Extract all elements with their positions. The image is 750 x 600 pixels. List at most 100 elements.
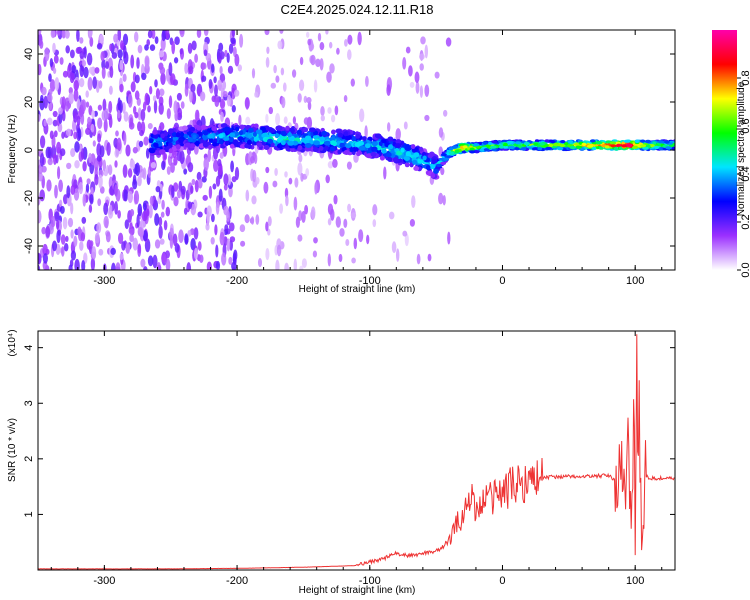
spectrogram-noise-cell — [330, 114, 336, 123]
spectrogram-noise-cell — [191, 40, 197, 51]
spectrogram-ridge-cell — [256, 142, 263, 148]
spectrogram-noise-cell — [402, 57, 407, 70]
spectrogram-noise-cell — [219, 66, 223, 75]
spectrogram-ridge-cell — [180, 131, 185, 137]
spectrogram-noise-cell — [359, 108, 365, 123]
spectrogram-noise-cell — [178, 229, 184, 244]
spectrogram-noise-cell — [434, 71, 440, 79]
spectrogram-noise-cell — [53, 130, 58, 138]
x-tick-label: -200 — [226, 575, 248, 587]
spectrogram-noise-cell — [81, 59, 87, 67]
spectrogram-ridge-cell — [229, 143, 235, 149]
spectrogram-noise-cell — [147, 30, 153, 39]
spectrogram-noise-cell — [208, 185, 213, 199]
spectrogram-ridge-cell — [502, 145, 509, 149]
spectrogram-noise-cell — [295, 216, 301, 228]
spectrogram-ridge-cell — [361, 136, 367, 142]
spectrogram-ridge-cell — [351, 136, 357, 142]
spectrogram-noise-cell — [442, 194, 446, 206]
colorbar-tick-label: 0.4 — [740, 166, 750, 181]
spectrogram-ridge-cell — [575, 145, 583, 149]
spectrogram-ridge-cell — [533, 142, 539, 146]
spectrogram-ridge-cell — [202, 130, 209, 136]
spectrogram-ridge-cell — [343, 131, 349, 137]
spectrogram-noise-cell — [159, 184, 163, 192]
spectrogram-noise-cell — [166, 108, 171, 120]
spectrogram-noise-cell — [41, 86, 47, 96]
spectrogram-noise-cell — [231, 176, 237, 183]
spectrogram-noise-cell — [149, 44, 156, 52]
spectrogram-noise-cell — [80, 148, 85, 160]
spectrogram-ridge-cell — [337, 149, 342, 155]
spectrogram-noise-cell — [76, 30, 80, 43]
spectrogram-ridge-cell — [483, 148, 490, 152]
spectrogram-noise-cell — [228, 43, 234, 54]
snr-x-label: Height of straight line (km) — [299, 585, 416, 596]
spectrogram-noise-cell — [267, 216, 272, 227]
spectrogram-noise-cell — [188, 65, 194, 75]
spectrogram-ridge-cell — [345, 135, 352, 141]
spectrogram-noise-cell — [298, 79, 305, 92]
spectrogram-noise-cell — [420, 36, 426, 45]
spectrogram-ridge-cell — [507, 145, 515, 150]
spectrogram-ridge-cell — [663, 140, 670, 144]
spectrogram-noise-cell — [358, 229, 364, 243]
spectrogram-noise-cell — [98, 248, 104, 256]
spectrogram-noise-cell — [97, 133, 102, 143]
x-tick-label: -300 — [93, 275, 115, 287]
spectrogram-ridge-cell — [296, 129, 302, 135]
spectrogram-ridge-cell — [544, 139, 550, 143]
x-tick-label: -100 — [359, 275, 381, 287]
spectrogram-noise-cell — [132, 179, 138, 190]
spectrogram-noise-cell — [230, 160, 235, 173]
spectrogram-noise-cell — [165, 206, 171, 217]
spectrogram-noise-cell — [159, 66, 166, 75]
colorbar: 0.0 0.2 0.4 0.6 0.8 Normalized spectral ampl… — [712, 30, 750, 278]
y-tick-label: 20 — [23, 96, 35, 108]
spectrogram-ridge-cell — [539, 142, 545, 146]
spectrogram-ridge-cell — [358, 145, 366, 151]
spectrogram-noise-cell — [145, 148, 150, 159]
spectrogram-noise-cell — [327, 107, 332, 114]
spectrogram-ridge-cell — [319, 136, 325, 142]
spectrogram-noise-cell — [252, 169, 257, 183]
spectrogram-noise-cell — [158, 102, 164, 115]
spectrogram-noise-cell — [424, 114, 430, 122]
spectrogram-noise-cell — [144, 92, 149, 106]
spectrogram-noise-cell — [395, 248, 400, 262]
spectrogram-noise-cell — [350, 212, 357, 219]
spectrogram-noise-cell — [154, 79, 158, 88]
spectrogram-ridge-cell — [634, 139, 640, 143]
spectrogram-noise-cell — [215, 244, 219, 258]
spectrogram-ridge-cell — [387, 144, 394, 150]
spectrogram-noise-cell — [184, 233, 189, 245]
x-tick-label: 0 — [499, 275, 505, 287]
spectrogram-ridge-cell — [534, 139, 540, 143]
spectrogram-noise-cell — [214, 97, 220, 108]
spectrogram-noise-cell — [198, 178, 203, 189]
spectrogram-ridge-cell — [175, 144, 181, 150]
spectrogram-noise-cell — [39, 40, 44, 49]
spectrogram-noise-cell — [129, 117, 134, 128]
spectrogram-noise-cell — [266, 46, 270, 55]
spectrogram-noise-cell — [117, 209, 121, 219]
spectrogram-ridge-cell — [374, 133, 382, 139]
spectrogram-noise-cell — [327, 160, 334, 169]
spectrogram-noise-cell — [282, 82, 287, 92]
spectrogram-noise-cell — [41, 226, 47, 235]
spectrogram-ridge-cell — [280, 130, 287, 136]
spectrogram-ridge-cell — [200, 124, 207, 130]
spectrogram-noise-cell — [159, 88, 165, 97]
spectrogram-noise-cell — [297, 234, 303, 242]
spectrogram-noise-cell — [144, 55, 150, 66]
spectrogram-noise-cell — [224, 224, 229, 232]
spectrogram-ridge-cell — [187, 137, 193, 143]
spectrogram-ridge-cell — [287, 140, 295, 146]
x-tick-label: 0 — [499, 575, 505, 587]
spectrogram-noise-cell — [275, 112, 281, 126]
spectrogram-noise-cell — [62, 194, 68, 205]
spectrogram-noise-cell — [71, 65, 77, 74]
spectrogram-noise-cell — [245, 116, 251, 125]
spectrogram-noise-cell — [40, 94, 44, 102]
snr-panel: -300 -200 -100 0 100 1 2 3 4 Height of straight … — [7, 329, 676, 596]
